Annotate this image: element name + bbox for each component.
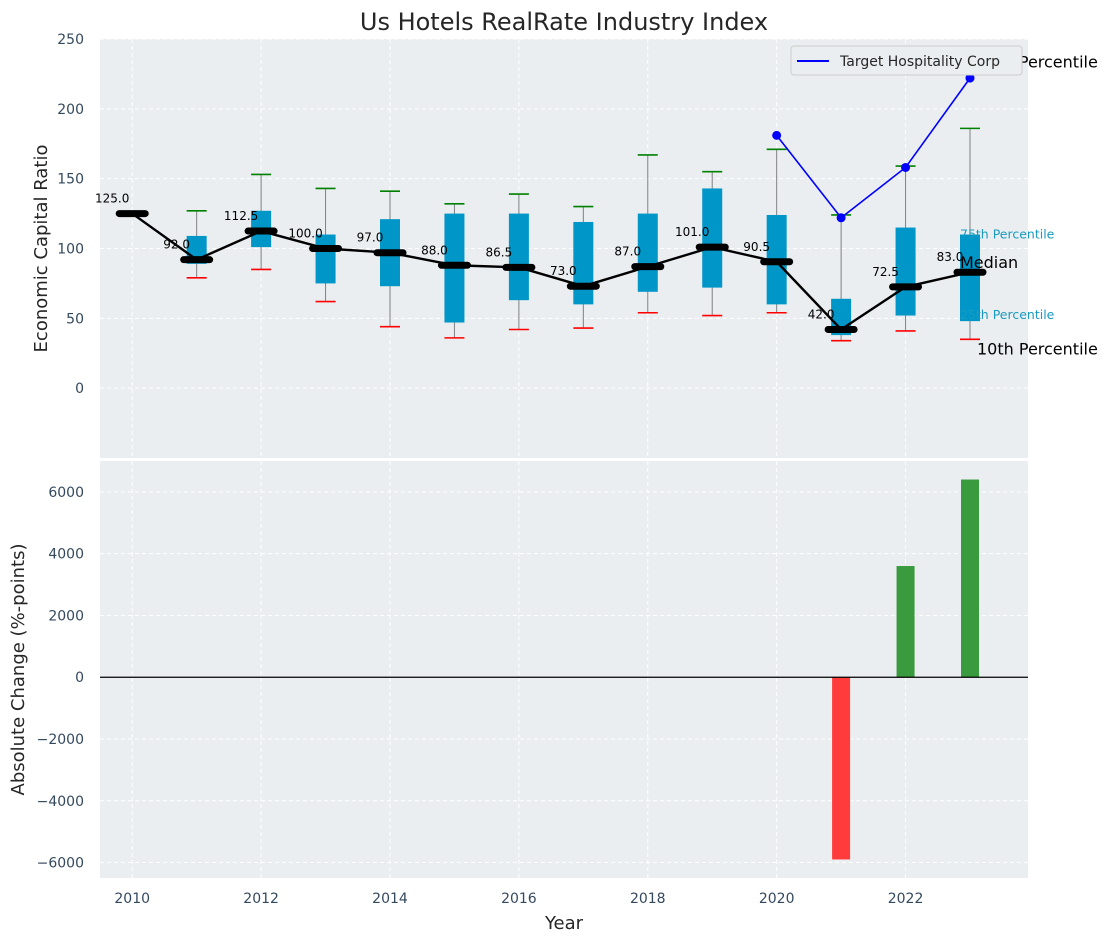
median-label-2018: 87.0 bbox=[614, 245, 641, 259]
bottom-y-ticks: −6000 −4000 −2000 0 2000 4000 6000 bbox=[37, 485, 84, 872]
bottom-ytick--6000: −6000 bbox=[37, 856, 84, 872]
median-label-2021: 42.0 bbox=[808, 308, 835, 322]
target-point-2020 bbox=[772, 130, 782, 140]
median-label-2020: 90.5 bbox=[743, 240, 770, 254]
xtick-2014: 2014 bbox=[372, 891, 408, 907]
bottom-ytick-0: 0 bbox=[75, 670, 84, 686]
median-label-2013: 100.0 bbox=[288, 227, 322, 241]
top-ytick-200: 200 bbox=[57, 102, 84, 118]
median-value-labels: 125.0 92.0 112.5 100.0 97.0 88.0 86.5 73.0 87.0 1… bbox=[95, 192, 963, 322]
xtick-2010: 2010 bbox=[114, 891, 150, 907]
target-point-2022 bbox=[901, 162, 911, 172]
top-y-axis-label: Economic Capital Ratio bbox=[31, 145, 52, 353]
xtick-2016: 2016 bbox=[501, 891, 537, 907]
median-label-2012: 112.5 bbox=[224, 209, 258, 223]
top-gridlines bbox=[100, 38, 1028, 458]
bottom-plot-background bbox=[100, 461, 1028, 878]
box-2017 bbox=[573, 221, 594, 305]
label-75th-percentile: 75th Percentile bbox=[960, 227, 1055, 242]
change-bar-2021 bbox=[832, 677, 851, 860]
top-ytick-100: 100 bbox=[57, 242, 84, 258]
box-2013 bbox=[315, 234, 336, 284]
xtick-2022: 2022 bbox=[888, 891, 924, 907]
xtick-2012: 2012 bbox=[243, 891, 279, 907]
bottom-ytick-4000: 4000 bbox=[48, 547, 84, 563]
legend-entry-target: Target Hospitality Corp bbox=[839, 54, 1000, 70]
target-point-2023 bbox=[965, 73, 975, 83]
change-bar-2023 bbox=[961, 479, 979, 678]
change-bar-2022 bbox=[896, 566, 915, 678]
xtick-2018: 2018 bbox=[630, 891, 666, 907]
bottom-ytick--2000: −2000 bbox=[37, 732, 84, 748]
x-ticks: 2010 2012 2014 2016 2018 2020 2022 bbox=[114, 891, 923, 907]
target-line bbox=[776, 77, 971, 219]
change-bars bbox=[832, 479, 979, 860]
box-2018 bbox=[637, 213, 658, 292]
chart-title: Us Hotels RealRate Industry Index bbox=[360, 8, 768, 36]
median-label-2022: 72.5 bbox=[872, 265, 899, 279]
legend-frame bbox=[790, 45, 1023, 76]
x-axis-label: Year bbox=[544, 913, 584, 934]
box-2019 bbox=[702, 188, 723, 288]
median-label-2011: 92.0 bbox=[163, 238, 190, 252]
bottom-ytick-6000: 6000 bbox=[48, 485, 84, 501]
median-label-2015: 88.0 bbox=[421, 243, 448, 257]
median-label-2019: 101.0 bbox=[675, 225, 709, 239]
box-2022 bbox=[895, 227, 916, 316]
xtick-2020: 2020 bbox=[759, 891, 795, 907]
top-ytick-50: 50 bbox=[66, 311, 84, 327]
bottom-ytick-2000: 2000 bbox=[48, 608, 84, 624]
legend: Target Hospitality Corp bbox=[790, 45, 1023, 76]
label-10th-percentile: 10th Percentile bbox=[977, 339, 1098, 358]
label-median: Median bbox=[960, 253, 1018, 272]
top-y-ticks: 0 50 100 150 200 250 bbox=[57, 32, 84, 397]
median-label-2010: 125.0 bbox=[95, 192, 129, 206]
label-25th-percentile: 25th Percentile bbox=[960, 307, 1055, 322]
median-series bbox=[115, 210, 987, 334]
top-ytick-250: 250 bbox=[57, 32, 84, 48]
target-point-2021 bbox=[836, 213, 846, 223]
bottom-ytick--4000: −4000 bbox=[37, 794, 84, 810]
target-series bbox=[772, 73, 975, 223]
top-panel: 0 50 100 150 200 250 125.0 92.0 112.5 100.0 97.0 8… bbox=[31, 8, 1098, 458]
box-2016 bbox=[508, 213, 529, 301]
median-label-2014: 97.0 bbox=[357, 231, 384, 245]
median-label-2023: 83.0 bbox=[937, 250, 964, 264]
box-2023 bbox=[960, 234, 980, 322]
median-label-2016: 86.5 bbox=[486, 245, 513, 259]
top-ytick-150: 150 bbox=[57, 172, 84, 188]
top-ytick-0: 0 bbox=[75, 381, 84, 397]
median-label-2017: 73.0 bbox=[550, 264, 577, 278]
bottom-y-axis-label: Absolute Change (%-points) bbox=[8, 544, 29, 796]
